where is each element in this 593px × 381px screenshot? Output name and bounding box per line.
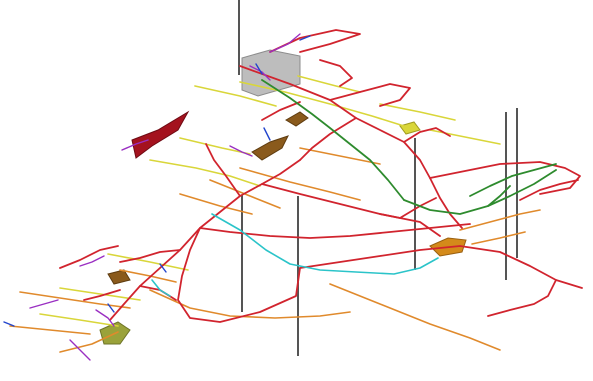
tunnel-segment <box>261 101 301 121</box>
stope-solid <box>399 121 421 135</box>
tunnel-segment <box>403 127 451 143</box>
tunnel-segment <box>329 83 411 107</box>
main-haulage-group <box>59 29 583 323</box>
tunnel-segment <box>249 65 271 81</box>
tunnel-segment <box>429 129 501 145</box>
tunnel-segment <box>121 139 149 151</box>
stope-solid <box>285 111 309 127</box>
tunnel-segment <box>261 79 405 201</box>
tunnel-segment <box>297 75 361 93</box>
tunnel-segment <box>239 167 361 201</box>
tunnel-segment <box>194 85 277 107</box>
yellow-drive-group <box>39 75 501 327</box>
tunnel-segment <box>255 63 263 75</box>
tunnel-segment <box>471 231 526 245</box>
tunnel-segment <box>299 147 381 165</box>
tunnel-segment <box>429 177 463 229</box>
tunnel-segment <box>299 117 357 161</box>
tunnel-segment <box>487 279 557 317</box>
tunnel-segment <box>329 283 501 351</box>
stope-solid <box>251 135 289 161</box>
green-level-group <box>261 79 557 215</box>
tunnel-segment <box>69 339 91 361</box>
tunnel-segment <box>263 127 271 141</box>
tunnel-segment <box>3 321 15 327</box>
tunnel-segment <box>229 145 253 157</box>
tunnel-segment <box>19 291 131 309</box>
tunnel-segment <box>487 185 511 207</box>
tunnel-segment <box>239 81 405 127</box>
tunnel-segment <box>519 179 579 201</box>
tunnel-segment <box>211 213 439 275</box>
tunnel-segment <box>149 289 351 319</box>
tunnel-segment <box>59 331 119 353</box>
tunnel-segment <box>107 253 189 271</box>
tunnel-segment <box>149 159 261 187</box>
tunnel-segment <box>177 227 301 323</box>
tunnel-segment <box>199 223 471 239</box>
tunnel-segment <box>79 255 105 267</box>
purple-segment-group <box>29 33 301 361</box>
tunnel-segment <box>29 299 59 309</box>
tunnel-segment <box>299 245 583 289</box>
tunnel-segment <box>379 103 456 121</box>
tunnel-segment <box>119 249 181 263</box>
cyan-drive-group <box>151 213 439 297</box>
tunnel-segment <box>59 245 119 269</box>
tunnel-segment <box>159 263 167 273</box>
tunnel-segment <box>109 159 301 321</box>
tunnel-segment <box>459 209 541 231</box>
tunnel-segment <box>469 163 557 197</box>
tunnel-segment <box>239 65 431 179</box>
stope-solid <box>241 49 301 97</box>
tunnel-segment <box>151 279 171 297</box>
tunnel-segment <box>95 309 115 327</box>
tunnel-segment <box>59 287 141 301</box>
tunnel-segment <box>205 143 241 197</box>
tunnel-segment <box>209 179 281 209</box>
tunnel-segment <box>269 33 301 53</box>
tunnel-segment <box>299 35 311 41</box>
tunnel-segment <box>269 29 361 53</box>
tunnel-segment <box>179 193 253 215</box>
stope-solid <box>131 110 190 159</box>
stope-solid <box>107 269 131 285</box>
tunnel-segment <box>261 183 441 237</box>
tunnel-segment <box>379 197 437 219</box>
tunnel-segment <box>39 313 119 327</box>
tunnel-segment <box>9 325 91 335</box>
tunnel-segment <box>319 59 353 87</box>
tunnel-segment <box>107 303 115 313</box>
blue-segment-group <box>3 35 311 327</box>
tunnel-segment <box>179 137 251 155</box>
tunnel-segment <box>83 289 121 301</box>
